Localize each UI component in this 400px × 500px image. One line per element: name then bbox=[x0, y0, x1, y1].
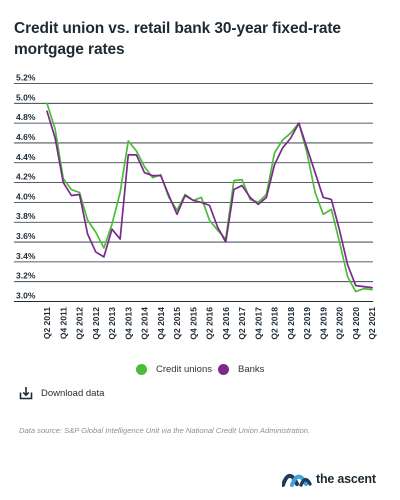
chart-title: Credit union vs. retail bank 30-year fix… bbox=[14, 20, 341, 58]
chart-legend: Credit unions Banks bbox=[0, 364, 400, 380]
x-tick-label: Q2 2011 bbox=[42, 307, 52, 339]
download-data-label: Download data bbox=[41, 387, 105, 399]
download-icon bbox=[19, 387, 33, 400]
x-tick-label: Q4 2014 bbox=[156, 307, 166, 340]
x-tick-label: Q4 2020 bbox=[351, 307, 361, 340]
x-tick-label: Q2 2012 bbox=[75, 307, 85, 340]
y-tick-label: 3.8% bbox=[16, 211, 36, 221]
banks-swatch bbox=[218, 364, 229, 375]
legend-label-banks: Banks bbox=[238, 364, 265, 375]
y-tick-label: 4.4% bbox=[16, 152, 36, 162]
x-tick-label: Q2 2018 bbox=[270, 307, 280, 340]
x-tick-label: Q2 2015 bbox=[172, 307, 182, 340]
x-tick-label: Q2 2014 bbox=[140, 307, 150, 340]
legend-item-credit-unions[interactable]: Credit unions bbox=[136, 364, 212, 375]
y-tick-label: 3.6% bbox=[16, 231, 36, 241]
y-tick-label: 3.4% bbox=[16, 251, 36, 261]
x-tick-label: Q4 2016 bbox=[221, 307, 231, 340]
y-tick-label: 4.2% bbox=[16, 172, 36, 182]
x-tick-label: Q4 2012 bbox=[91, 307, 101, 340]
x-tick-label: Q2 2016 bbox=[205, 307, 215, 340]
x-tick-label: Q4 2017 bbox=[253, 307, 263, 340]
series-line-credit-unions bbox=[46, 102, 373, 293]
download-data-link[interactable]: Download data bbox=[19, 386, 104, 400]
legend-label-credit-unions: Credit unions bbox=[156, 364, 212, 375]
gridlines bbox=[14, 83, 373, 303]
line-chart: 5.2% 5.0% 4.8% 4.6% 4.4% 4.2% 4.0% 3.8% 3.6% 3.4%… bbox=[14, 73, 377, 340]
x-tick-label: Q4 2018 bbox=[286, 307, 296, 340]
x-tick-label: Q2 2019 bbox=[302, 307, 312, 340]
y-tick-label: 4.6% bbox=[16, 132, 36, 142]
y-tick-label: 3.2% bbox=[16, 271, 36, 281]
credit-unions-swatch bbox=[136, 364, 147, 375]
x-tick-label: Q4 2013 bbox=[123, 307, 133, 340]
data-source-note: Data source: S&P Global Intelligence Uni… bbox=[19, 426, 311, 435]
x-axis-ticks: Q2 2011 Q4 2011 Q2 2012 Q4 2012 Q2 2013 Q4 20… bbox=[42, 307, 377, 340]
logo-text: the ascent bbox=[316, 472, 376, 486]
x-tick-label: Q2 2013 bbox=[107, 307, 117, 340]
series-line-banks bbox=[46, 110, 373, 289]
the-ascent-waves-logo-icon bbox=[282, 473, 312, 487]
y-axis-ticks: 5.2% 5.0% 4.8% 4.6% 4.4% 4.2% 4.0% 3.8% 3.6% 3.4%… bbox=[16, 73, 36, 301]
y-tick-label: 4.8% bbox=[16, 112, 36, 122]
series-lines bbox=[46, 102, 373, 293]
y-tick-label: 5.0% bbox=[16, 92, 36, 102]
x-tick-label: Q2 2017 bbox=[237, 307, 247, 340]
legend-item-banks[interactable]: Banks bbox=[218, 364, 264, 375]
x-tick-label: Q2 2021 bbox=[367, 307, 377, 340]
x-tick-label: Q4 2011 bbox=[58, 307, 68, 339]
y-tick-label: 4.0% bbox=[16, 191, 36, 201]
the-ascent-logo[interactable]: the ascent bbox=[282, 466, 392, 492]
x-tick-label: Q4 2019 bbox=[318, 307, 328, 340]
x-tick-label: Q4 2015 bbox=[188, 307, 198, 340]
y-tick-label: 3.0% bbox=[16, 291, 36, 301]
x-tick-label: Q2 2020 bbox=[335, 307, 345, 340]
y-tick-label: 5.2% bbox=[16, 73, 36, 83]
